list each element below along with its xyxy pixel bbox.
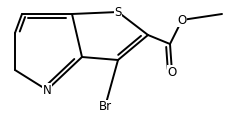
Text: Br: Br xyxy=(99,100,112,113)
Text: S: S xyxy=(114,5,122,18)
Text: O: O xyxy=(167,65,177,78)
Text: N: N xyxy=(43,83,51,96)
Text: O: O xyxy=(177,14,187,27)
